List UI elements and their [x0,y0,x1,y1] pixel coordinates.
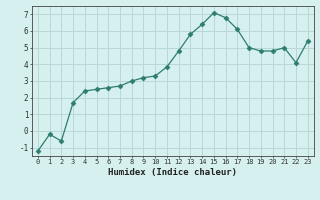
X-axis label: Humidex (Indice chaleur): Humidex (Indice chaleur) [108,168,237,177]
